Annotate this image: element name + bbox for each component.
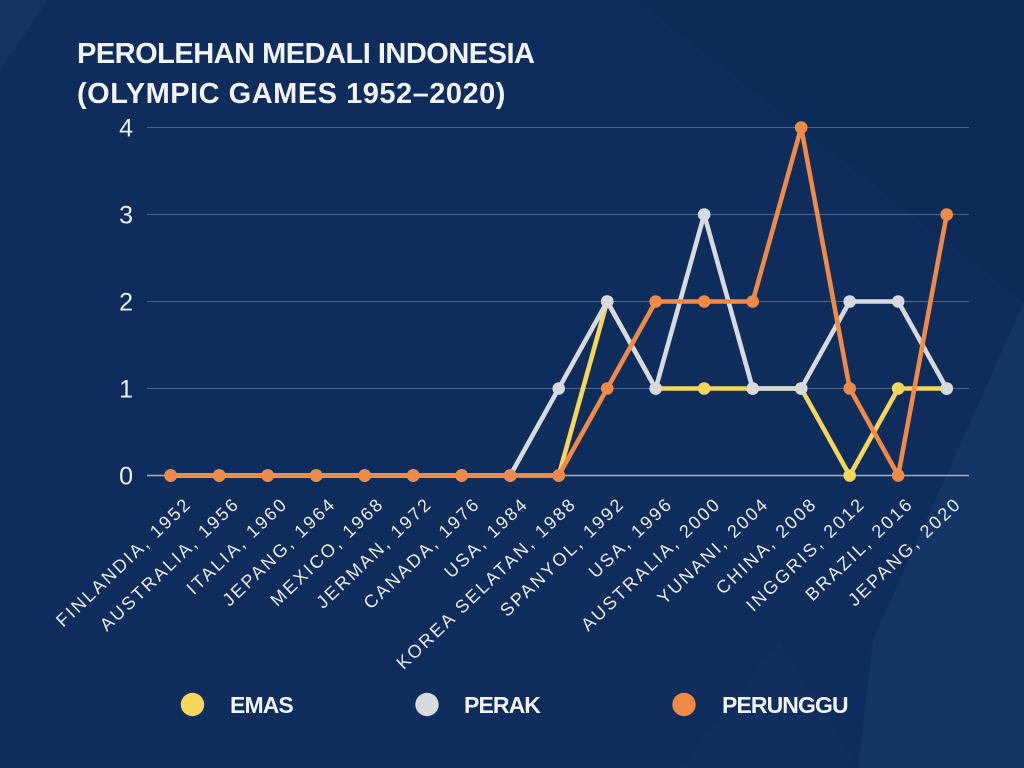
svg-text:2: 2 [119,289,133,317]
svg-text:PERUNGGU: PERUNGGU [722,692,848,718]
svg-text:4: 4 [119,115,133,143]
svg-text:EMAS: EMAS [230,692,293,718]
svg-text:3: 3 [119,202,133,230]
svg-text:1: 1 [119,376,133,404]
svg-text:0: 0 [119,463,133,491]
svg-text:PERAK: PERAK [464,692,541,718]
